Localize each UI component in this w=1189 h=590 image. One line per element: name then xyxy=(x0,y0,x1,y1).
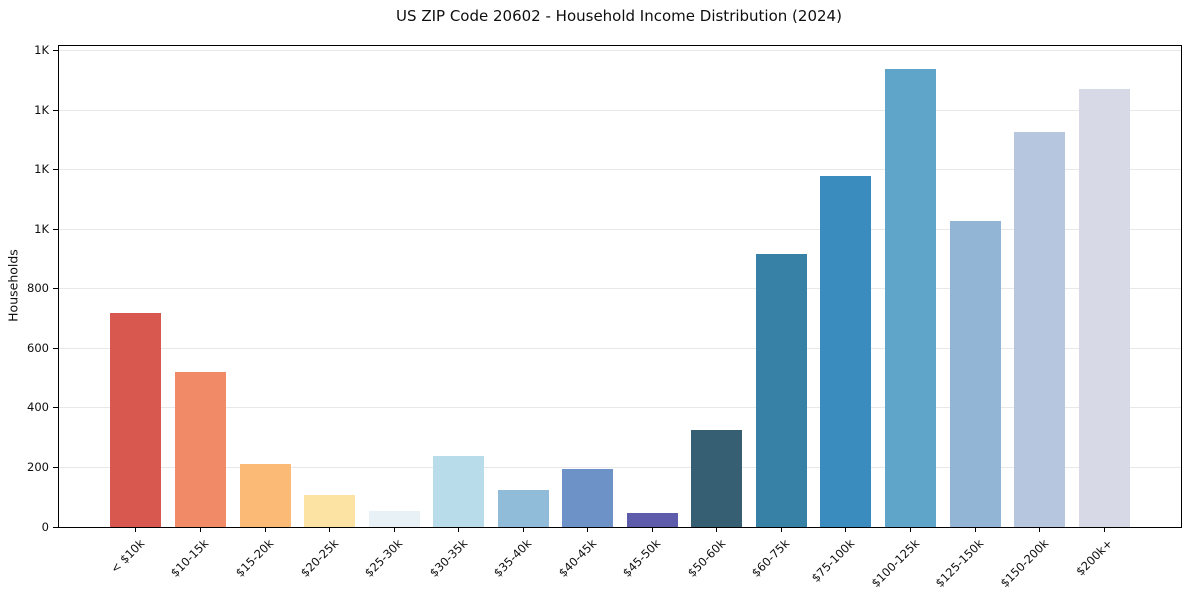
x-tick-mark xyxy=(135,527,137,532)
bar-25-30k xyxy=(368,510,420,527)
bar-125-150k xyxy=(949,220,1001,527)
chart-title: US ZIP Code 20602 - Household Income Dis… xyxy=(396,7,842,25)
bar-35-40k xyxy=(497,490,549,527)
y-tick-label: 200 xyxy=(27,459,49,474)
bar-45-50k xyxy=(626,512,678,527)
x-tick-mark xyxy=(651,527,653,532)
bar-60-75k xyxy=(755,253,807,527)
y-tick-mark xyxy=(53,49,58,51)
y-tick-label: 400 xyxy=(27,400,49,415)
gridline xyxy=(59,347,1181,349)
y-tick-mark xyxy=(53,109,58,111)
x-tick-mark xyxy=(716,527,718,532)
y-tick-label: 800 xyxy=(27,281,49,296)
x-tick-mark xyxy=(264,527,266,532)
x-tick-mark xyxy=(1039,527,1041,532)
y-tick-mark xyxy=(53,526,58,528)
y-tick-label: 600 xyxy=(27,340,49,355)
y-tick-mark xyxy=(53,347,58,349)
bar-200k xyxy=(1078,89,1130,527)
gridline xyxy=(59,407,1181,409)
y-tick-label: 1K xyxy=(34,221,49,236)
x-tick-mark xyxy=(199,527,201,532)
y-tick-mark xyxy=(53,288,58,290)
y-tick-label: 1K xyxy=(34,42,49,57)
x-tick-mark xyxy=(522,527,524,532)
y-tick-label: 0 xyxy=(41,519,49,534)
x-tick-mark xyxy=(845,527,847,532)
bar-10-15k xyxy=(174,372,226,527)
x-tick-mark xyxy=(910,527,911,532)
bar-40-45k xyxy=(562,468,614,527)
y-tick-label: 1K xyxy=(34,102,49,117)
y-tick-mark xyxy=(53,169,58,171)
bar-10k xyxy=(110,312,162,527)
x-tick-mark xyxy=(458,527,460,532)
bar-50-60k xyxy=(691,429,743,527)
y-tick-label: 1K xyxy=(34,162,49,177)
bar-15-20k xyxy=(239,463,291,527)
x-tick-label: < $10k xyxy=(107,536,148,576)
bar-100-125k xyxy=(885,69,936,527)
bar-75-100k xyxy=(820,175,872,527)
bar-30-35k xyxy=(433,455,485,527)
x-tick-mark xyxy=(974,527,976,532)
y-tick-mark xyxy=(53,228,58,230)
gridline xyxy=(59,288,1181,290)
bar-20-25k xyxy=(304,494,356,527)
x-tick-mark xyxy=(393,527,395,532)
y-tick-mark xyxy=(53,466,58,468)
gridline xyxy=(59,169,1181,171)
gridline xyxy=(59,49,1181,51)
x-tick-mark xyxy=(780,527,782,532)
gridline xyxy=(59,109,1181,111)
y-tick-mark xyxy=(53,407,58,409)
x-tick-mark xyxy=(1103,527,1105,532)
x-tick-mark xyxy=(329,527,331,532)
x-tick-mark xyxy=(587,527,589,532)
gridline xyxy=(59,228,1181,230)
plot-area: 0 200 400 600 800 1K 1K 1K 1K < $10k $10-15k $15-20… xyxy=(27,44,1182,590)
gridline xyxy=(59,466,1181,468)
bar-150-200k xyxy=(1014,131,1066,527)
